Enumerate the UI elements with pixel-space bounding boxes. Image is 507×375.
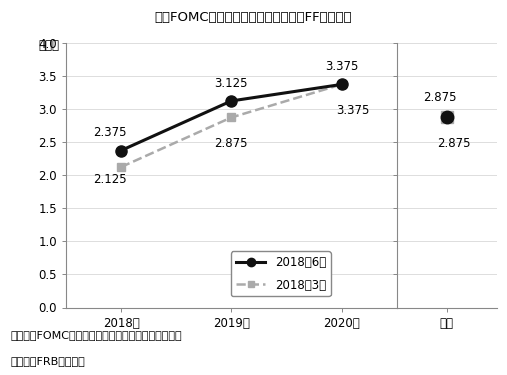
Text: 2.125: 2.125 bbox=[93, 172, 127, 186]
Legend: 2018年6月, 2018年3月: 2018年6月, 2018年3月 bbox=[231, 251, 331, 296]
Text: 3.125: 3.125 bbox=[214, 77, 248, 90]
Text: 2.375: 2.375 bbox=[93, 126, 127, 140]
Text: （注）各FOMCメンバーが示した金利水準の中央値。: （注）各FOMCメンバーが示した金利水準の中央値。 bbox=[10, 330, 182, 340]
Text: （出所）FRB発表資料: （出所）FRB発表資料 bbox=[10, 356, 85, 366]
Text: 2.875: 2.875 bbox=[437, 137, 470, 150]
Text: （％）: （％） bbox=[38, 39, 59, 53]
Text: 2.875: 2.875 bbox=[423, 91, 457, 104]
Text: 3.375: 3.375 bbox=[336, 104, 369, 117]
Text: 図　FOMCメンバーが予想する将来のFF金利水準: 図 FOMCメンバーが予想する将来のFF金利水準 bbox=[155, 11, 352, 24]
Text: 2.875: 2.875 bbox=[214, 137, 248, 150]
Text: 3.375: 3.375 bbox=[325, 60, 358, 74]
